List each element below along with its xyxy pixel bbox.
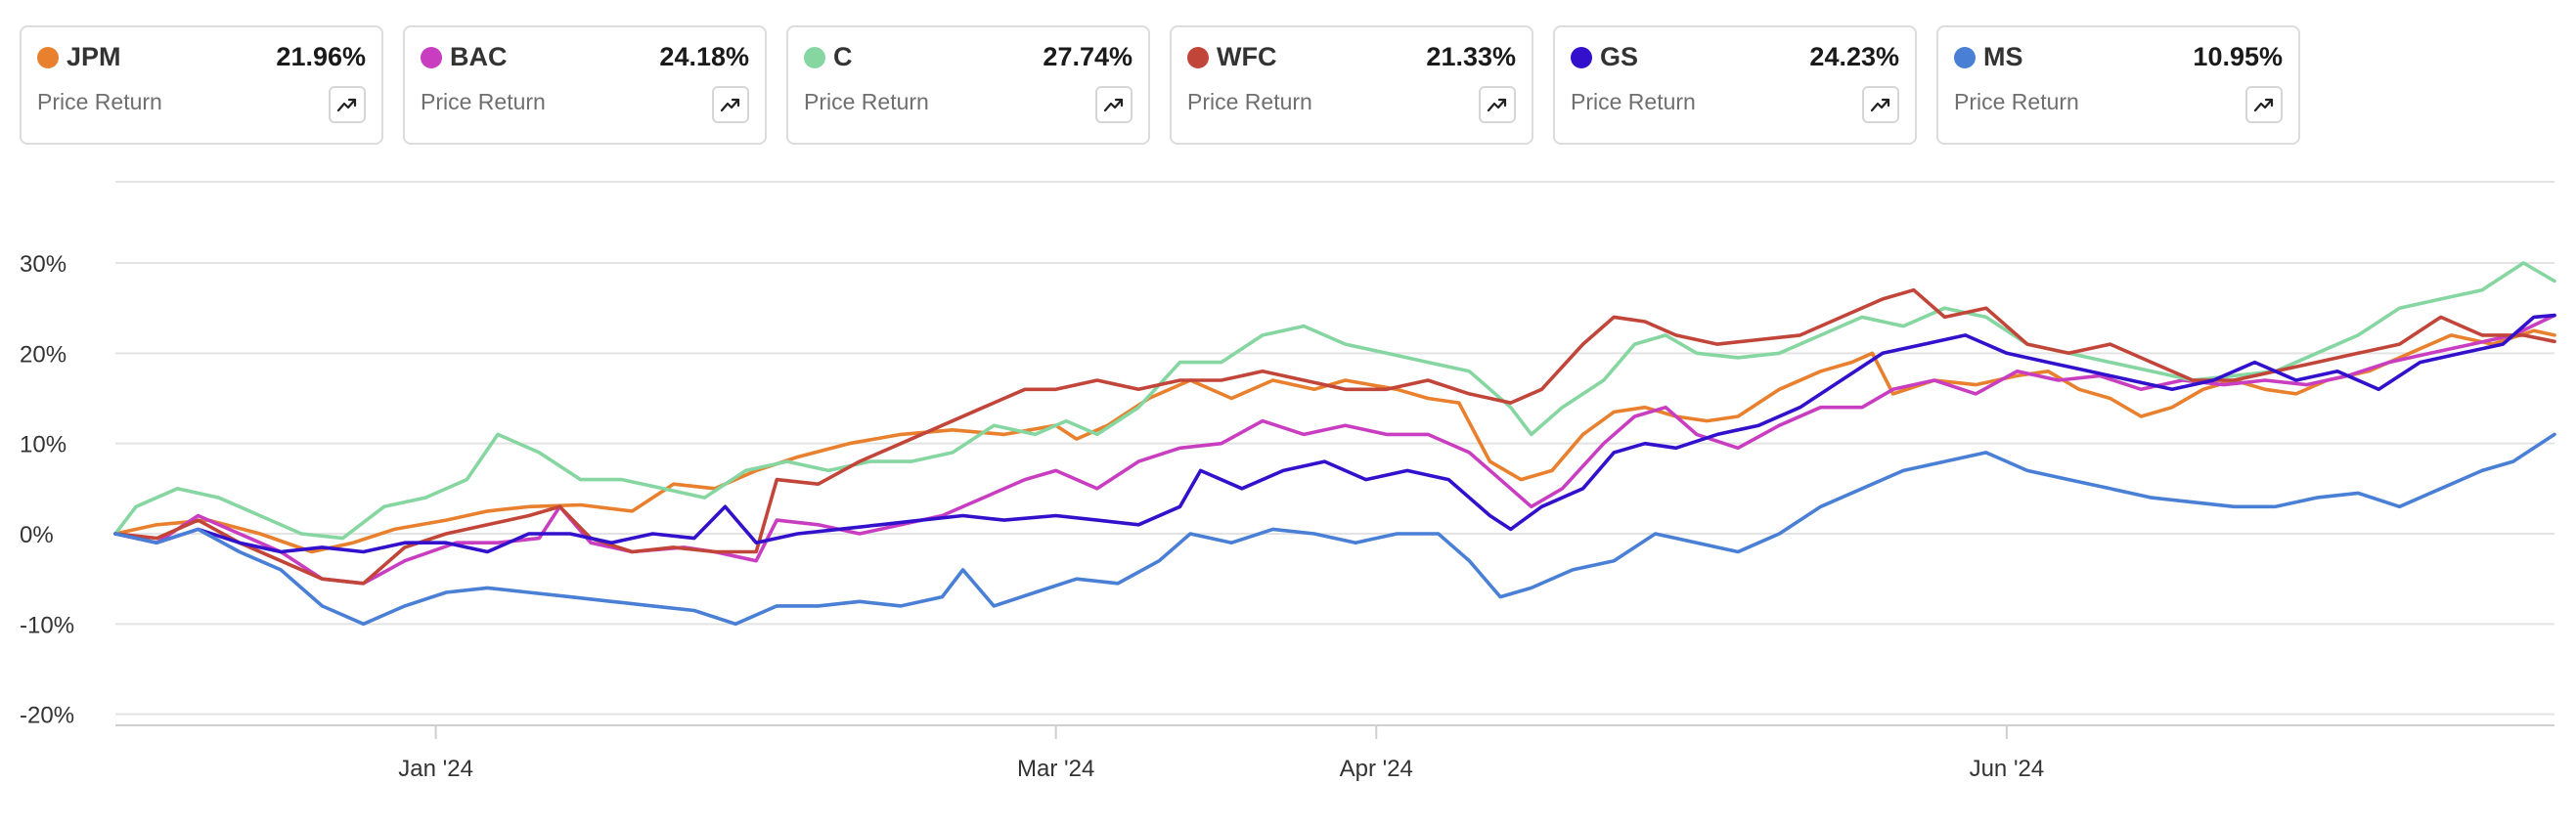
trending-up-icon — [2253, 98, 2274, 112]
card-ticker: WFC — [1217, 42, 1277, 71]
summary-cards: JPM 21.96% Price Return BAC 24.18% Price Retu… — [20, 25, 2367, 147]
y-tick-label: 30% — [20, 251, 67, 278]
x-tick-label: Apr '24 — [1340, 756, 1413, 782]
card-metric-label: Price Return — [421, 89, 546, 114]
card-metric-label: Price Return — [804, 89, 929, 114]
card-metric-label: Price Return — [1187, 89, 1312, 114]
card-return-value: 27.74% — [1043, 42, 1133, 71]
y-tick-label: 10% — [20, 432, 67, 458]
y-tick-label: 0% — [20, 522, 54, 548]
series-color-dot — [37, 47, 59, 68]
card-ticker: MS — [1983, 42, 2023, 71]
y-tick-label: -20% — [20, 703, 74, 729]
view-trend-button[interactable] — [1862, 86, 1899, 123]
card-metric-label: Price Return — [1571, 89, 1696, 114]
series-color-dot — [1571, 47, 1592, 68]
view-trend-button[interactable] — [329, 86, 366, 123]
card-ms[interactable]: MS 10.95% Price Return — [1936, 25, 2300, 145]
view-trend-button[interactable] — [2245, 86, 2283, 123]
card-return-value: 10.95% — [2193, 42, 2283, 71]
trending-up-icon — [1103, 98, 1124, 112]
view-trend-button[interactable] — [1479, 86, 1516, 123]
card-return-value: 21.33% — [1426, 42, 1516, 71]
series-color-dot — [421, 47, 442, 68]
card-gs[interactable]: GS 24.23% Price Return — [1553, 25, 1917, 145]
trending-up-icon — [336, 98, 357, 112]
series-line-jpm[interactable] — [113, 328, 2556, 554]
card-ticker: BAC — [450, 42, 508, 71]
series-line-wfc[interactable] — [113, 287, 2556, 586]
series-line-c[interactable] — [113, 261, 2556, 541]
card-ticker: JPM — [67, 42, 121, 71]
series-color-dot — [1954, 47, 1976, 68]
y-tick-label: -10% — [20, 612, 74, 638]
trending-up-icon — [720, 98, 740, 112]
series-color-dot — [804, 47, 825, 68]
card-metric-label: Price Return — [37, 89, 162, 114]
card-ticker: C — [833, 42, 853, 71]
card-metric-label: Price Return — [1954, 89, 2079, 114]
card-return-value: 21.96% — [276, 42, 366, 71]
x-tick-label: Jun '24 — [1970, 756, 2045, 782]
card-ticker: GS — [1600, 42, 1639, 71]
trending-up-icon — [1487, 98, 1507, 112]
y-tick-label: 20% — [20, 341, 67, 368]
card-return-value: 24.23% — [1809, 42, 1899, 71]
trending-up-icon — [1870, 98, 1890, 112]
card-wfc[interactable]: WFC 21.33% Price Return — [1170, 25, 1533, 145]
series-line-ms[interactable] — [113, 432, 2556, 627]
card-bac[interactable]: BAC 24.18% Price Return — [403, 25, 767, 145]
x-tick-label: Mar '24 — [1017, 756, 1094, 782]
view-trend-button[interactable] — [1095, 86, 1133, 123]
view-trend-button[interactable] — [712, 86, 749, 123]
series-line-bac[interactable] — [113, 313, 2556, 586]
card-return-value: 24.18% — [659, 42, 749, 71]
series-color-dot — [1187, 47, 1209, 68]
x-tick-label: Jan '24 — [398, 756, 473, 782]
series-line-gs[interactable] — [113, 313, 2556, 554]
card-jpm[interactable]: JPM 21.96% Price Return — [20, 25, 383, 145]
card-c[interactable]: C 27.74% Price Return — [786, 25, 1150, 145]
